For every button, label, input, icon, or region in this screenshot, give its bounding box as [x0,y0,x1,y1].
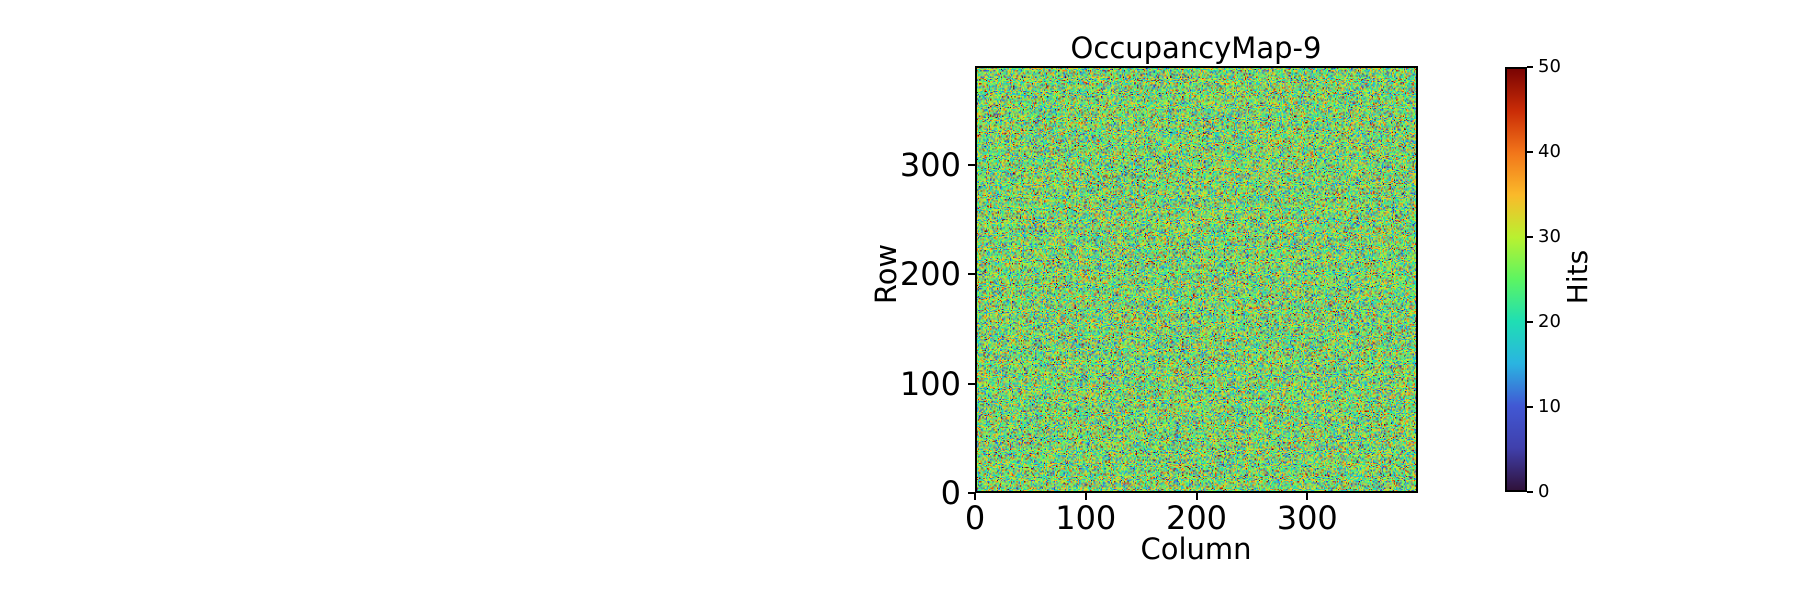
y-axis-label: Row [869,243,903,305]
colorbar-tick-mark [1527,236,1533,238]
y-tick-label: 300 [899,145,961,184]
colorbar-tick-mark [1527,491,1533,493]
y-tick-label: 100 [899,364,961,403]
colorbar-tick-mark [1527,321,1533,323]
heatmap-plot-area [975,66,1418,493]
y-tick-mark [968,163,975,166]
colorbar-tick-label: 20 [1538,311,1561,332]
colorbar-tick-label: 10 [1538,396,1561,417]
y-tick-label: 0 [940,474,961,512]
y-tick-mark [968,273,975,276]
y-tick-mark [968,492,975,494]
colorbar-tick-mark [1527,151,1533,153]
x-tick-mark [974,493,976,500]
colorbar-tick-mark [1527,406,1533,408]
colorbar-tick-label: 40 [1538,141,1561,162]
colorbar [1505,67,1527,492]
colorbar-label: Hits [1561,249,1594,305]
colorbar-tick-mark [1527,66,1533,68]
x-tick-mark [1306,493,1309,500]
x-tick-label: 100 [1055,499,1117,537]
x-tick-label: 200 [1165,499,1228,537]
x-axis-label: Column [1140,532,1252,566]
y-tick-mark [968,382,975,385]
x-tick-mark [1195,493,1198,500]
x-tick-label: 300 [1276,499,1338,537]
x-tick-label: 0 [964,499,986,537]
chart-title: OccupancyMap-9 [1070,31,1322,65]
colorbar-tick-label: 50 [1538,56,1561,77]
x-tick-mark [1084,493,1087,500]
y-tick-label: 200 [899,255,961,294]
colorbar-tick-label: 0 [1538,481,1550,502]
colorbar-tick-label: 30 [1538,226,1561,247]
heatmap-canvas [977,68,1416,491]
